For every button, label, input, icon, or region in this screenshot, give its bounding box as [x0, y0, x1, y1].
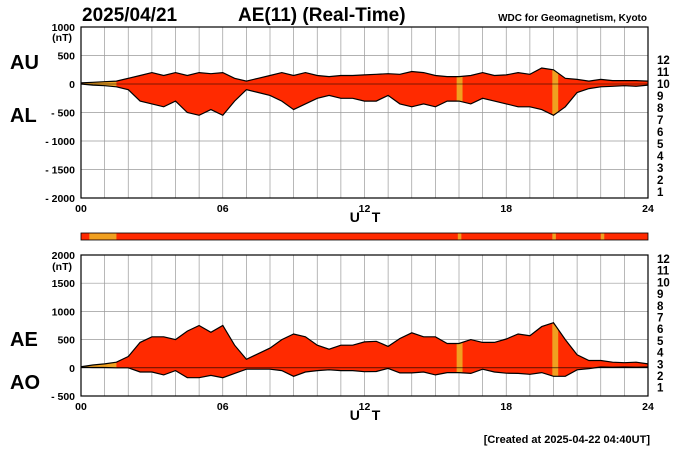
x-tick-label: 24	[642, 401, 654, 413]
station-bar-segment	[600, 233, 605, 240]
y-tick-label: - 2000	[45, 193, 75, 205]
station-bar-segment	[552, 233, 556, 240]
date-title: 2025/04/21	[82, 5, 178, 26]
x-axis-label-1: U T	[350, 209, 385, 225]
y-tick-label: - 500	[51, 391, 75, 403]
plot-frame	[80, 26, 649, 199]
legend-entry: 8	[657, 103, 664, 115]
legend-entry: 11	[657, 266, 670, 278]
y-tick-label: 1000	[52, 22, 76, 34]
legend-entry: 10	[657, 79, 670, 91]
y-tick-label: 2000	[52, 250, 76, 262]
legend-entry: 3	[657, 359, 663, 371]
legend-entry: 9	[657, 289, 663, 301]
legend-entry: 12	[657, 55, 670, 67]
y-tick-label: - 1500	[45, 165, 75, 177]
x-tick-label: 24	[642, 203, 654, 215]
x-tick-label: 18	[500, 203, 512, 215]
y-tick-label: 1500	[52, 278, 76, 290]
legend-entry: 11	[657, 67, 670, 79]
y-tick-label: 0	[69, 79, 75, 91]
series-line-au	[80, 67, 649, 84]
legend-entry: 1	[657, 383, 664, 395]
legend-entry: 3	[657, 163, 663, 175]
al-label: AL	[10, 105, 37, 127]
legend-entry: 6	[657, 324, 663, 336]
x-tick-label: 00	[75, 203, 87, 215]
y-tick-label: - 500	[51, 108, 75, 120]
series-line-al	[80, 83, 649, 117]
y-tick-label: - 1000	[45, 136, 75, 148]
legend-entry: 6	[657, 127, 663, 139]
legend-entry: 12	[657, 254, 670, 266]
au-label: AU	[10, 52, 39, 74]
series-line-ae	[80, 321, 649, 368]
legend-entry: 7	[657, 115, 663, 127]
legend-entry: 7	[657, 313, 663, 325]
x-tick-label: 06	[217, 401, 229, 413]
legend-entry: 4	[657, 151, 664, 163]
x-tick-label: 12	[359, 401, 371, 413]
legend-entry: 5	[657, 139, 664, 151]
legend-entry: 4	[657, 348, 664, 360]
station-bar-segment	[89, 233, 117, 240]
ao-label: AO	[10, 372, 40, 394]
x-tick-label: 00	[75, 401, 87, 413]
quiet-interval	[552, 69, 559, 115]
legend-entry: 1	[657, 187, 664, 199]
series-line-ao	[80, 366, 649, 379]
legend-entry: 2	[657, 175, 663, 187]
y-tick-label: 0	[69, 363, 75, 375]
y-tick-label: 500	[57, 335, 75, 347]
index-band	[81, 322, 648, 378]
source-label: WDC for Geomagnetism, Kyoto	[498, 13, 647, 24]
unit-label-2: (nT)	[52, 261, 72, 273]
legend-entry: 10	[657, 277, 670, 289]
x-axis-label-2: U T	[350, 407, 385, 423]
index-title: AE(11) (Real-Time)	[238, 5, 406, 26]
ae-label: AE	[10, 329, 38, 351]
quiet-interval	[456, 76, 463, 102]
legend-entry: 2	[657, 371, 663, 383]
station-bar-base	[80, 232, 649, 241]
y-tick-label: 1000	[52, 306, 76, 318]
x-tick-label: 12	[359, 203, 371, 215]
station-bar-segment	[457, 233, 462, 240]
unit-label-1: (nT)	[52, 32, 72, 44]
station-count-bar	[80, 232, 649, 241]
legend-entry: 9	[657, 91, 663, 103]
y-tick-label: 500	[57, 51, 75, 63]
x-tick-label: 06	[217, 203, 229, 215]
quiet-interval	[552, 323, 559, 377]
legend-entry: 8	[657, 301, 664, 313]
legend-entry: 5	[657, 336, 664, 348]
created-timestamp: [Created at 2025-04-22 04:40UT]	[484, 434, 651, 446]
quiet-interval	[456, 342, 463, 373]
plot-frame	[80, 254, 649, 397]
x-tick-label: 18	[500, 401, 512, 413]
